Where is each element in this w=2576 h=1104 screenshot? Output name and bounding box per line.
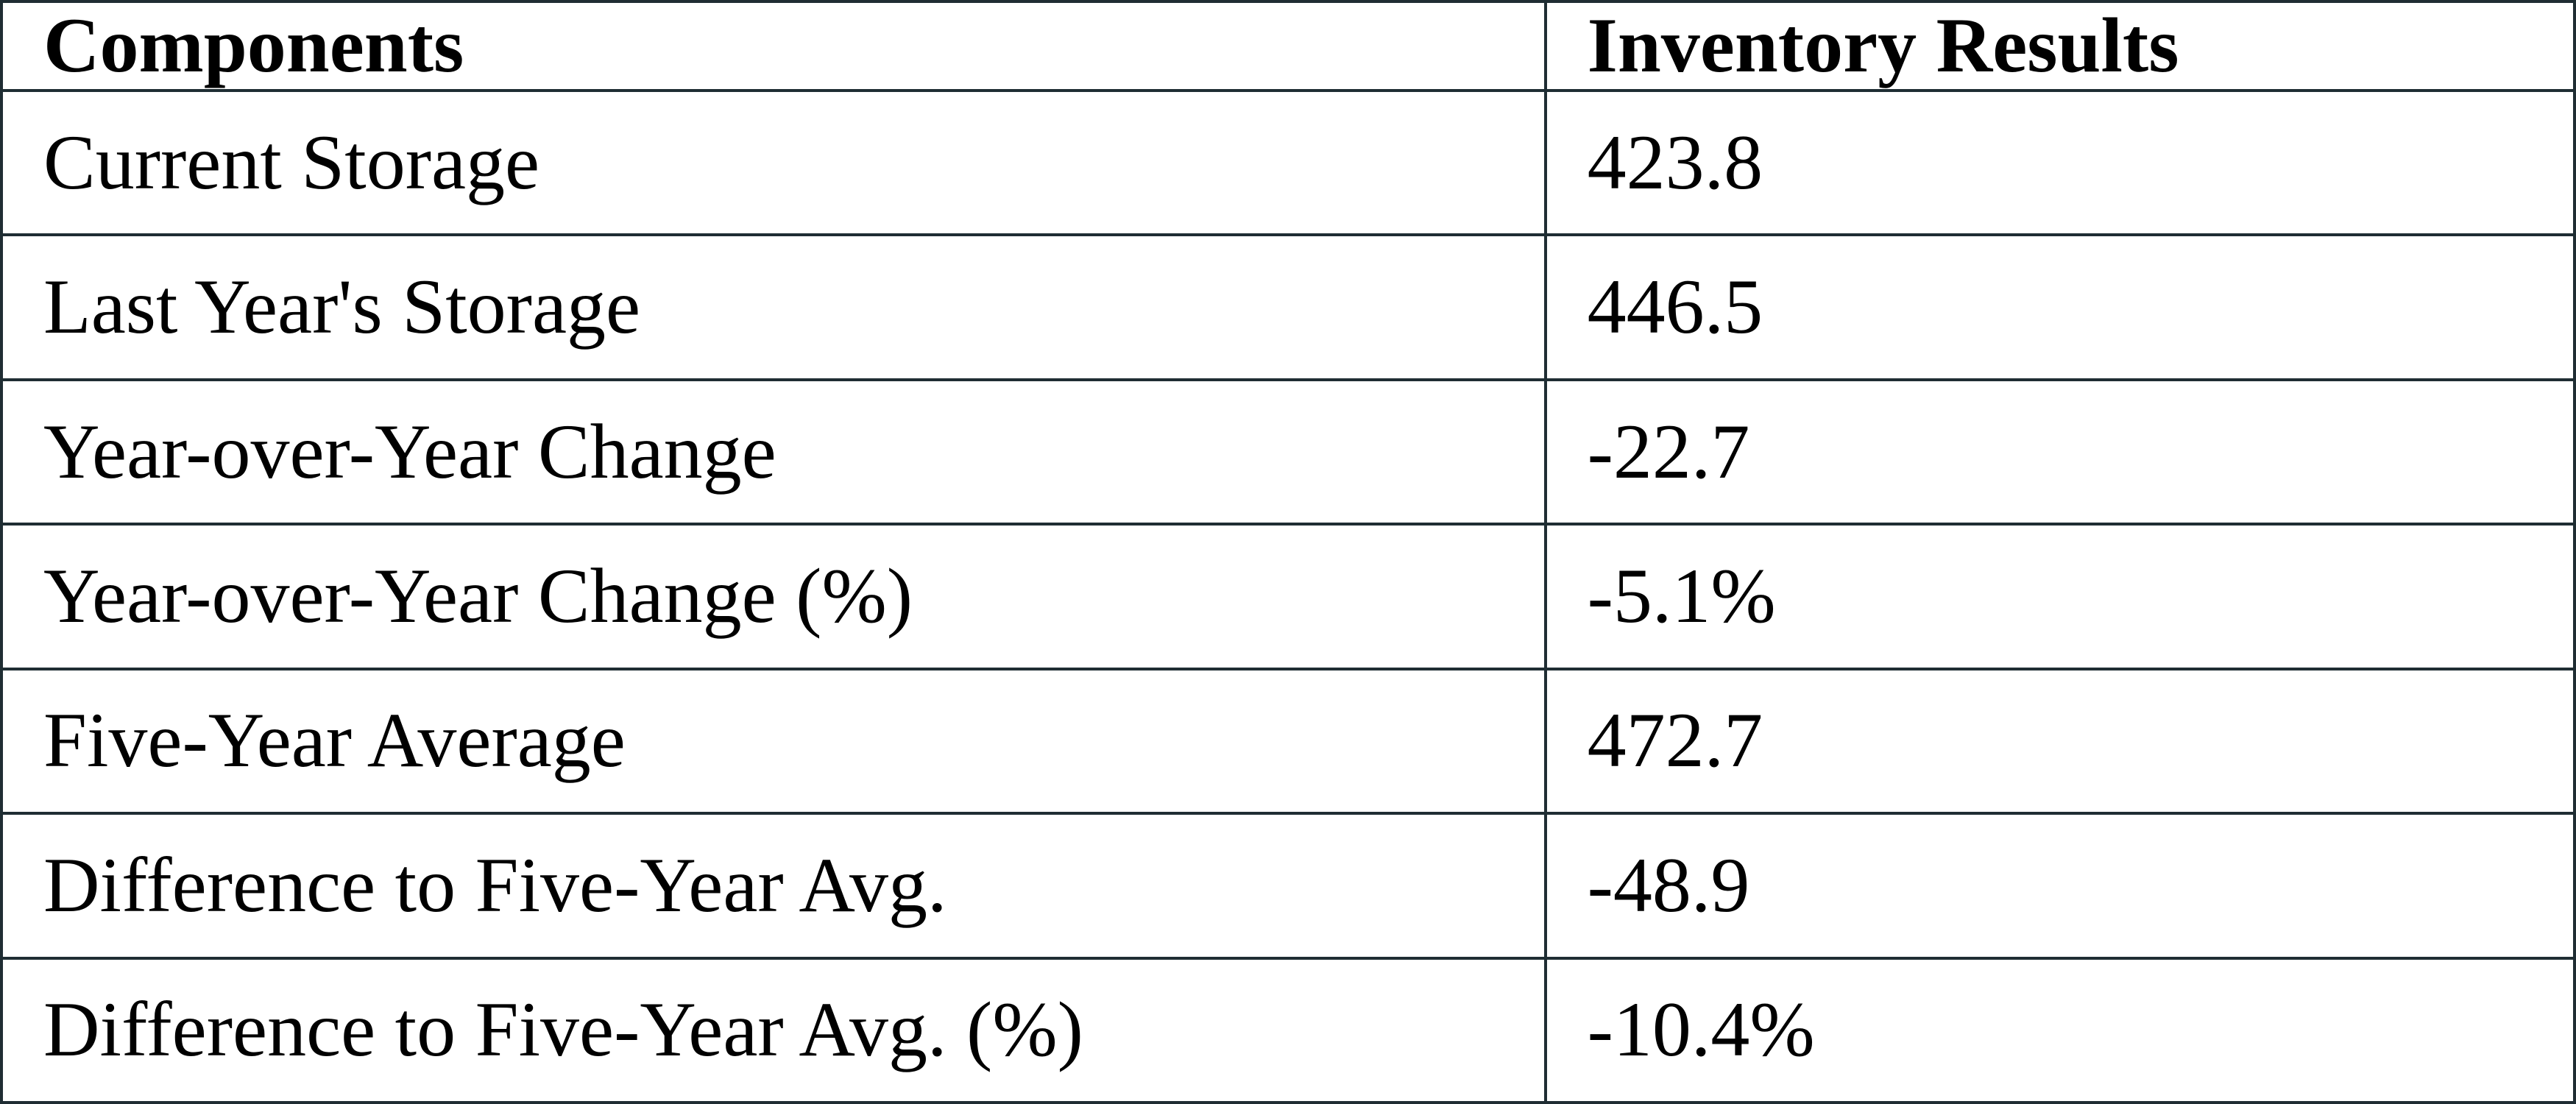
value-cell: -5.1% [1543, 523, 2576, 670]
table-row: Five-Year Average 472.7 [0, 667, 2576, 815]
value-cell: -10.4% [1543, 956, 2576, 1104]
component-cell: Last Year's Storage [0, 233, 1547, 381]
table-row: Difference to Five-Year Avg. -48.9 [0, 812, 2576, 960]
header-row: Components Inventory Results [0, 0, 2576, 92]
value-cell: 423.8 [1543, 88, 2576, 237]
table-row: Last Year's Storage 446.5 [0, 233, 2576, 381]
component-cell: Current Storage [0, 88, 1547, 237]
component-cell: Difference to Five-Year Avg. [0, 812, 1547, 960]
value-cell: -48.9 [1543, 812, 2576, 960]
column-header-components: Components [0, 0, 1547, 92]
component-cell: Year-over-Year Change [0, 378, 1547, 526]
component-cell: Year-over-Year Change (%) [0, 523, 1547, 670]
table-row: Year-over-Year Change (%) -5.1% [0, 523, 2576, 670]
value-cell: 472.7 [1543, 667, 2576, 815]
component-cell: Difference to Five-Year Avg. (%) [0, 956, 1547, 1104]
value-cell: 446.5 [1543, 233, 2576, 381]
column-header-inventory-results: Inventory Results [1543, 0, 2576, 92]
value-cell: -22.7 [1543, 378, 2576, 526]
table-row: Year-over-Year Change -22.7 [0, 378, 2576, 526]
table-row: Current Storage 423.8 [0, 88, 2576, 237]
table-row: Difference to Five-Year Avg. (%) -10.4% [0, 956, 2576, 1104]
component-cell: Five-Year Average [0, 667, 1547, 815]
